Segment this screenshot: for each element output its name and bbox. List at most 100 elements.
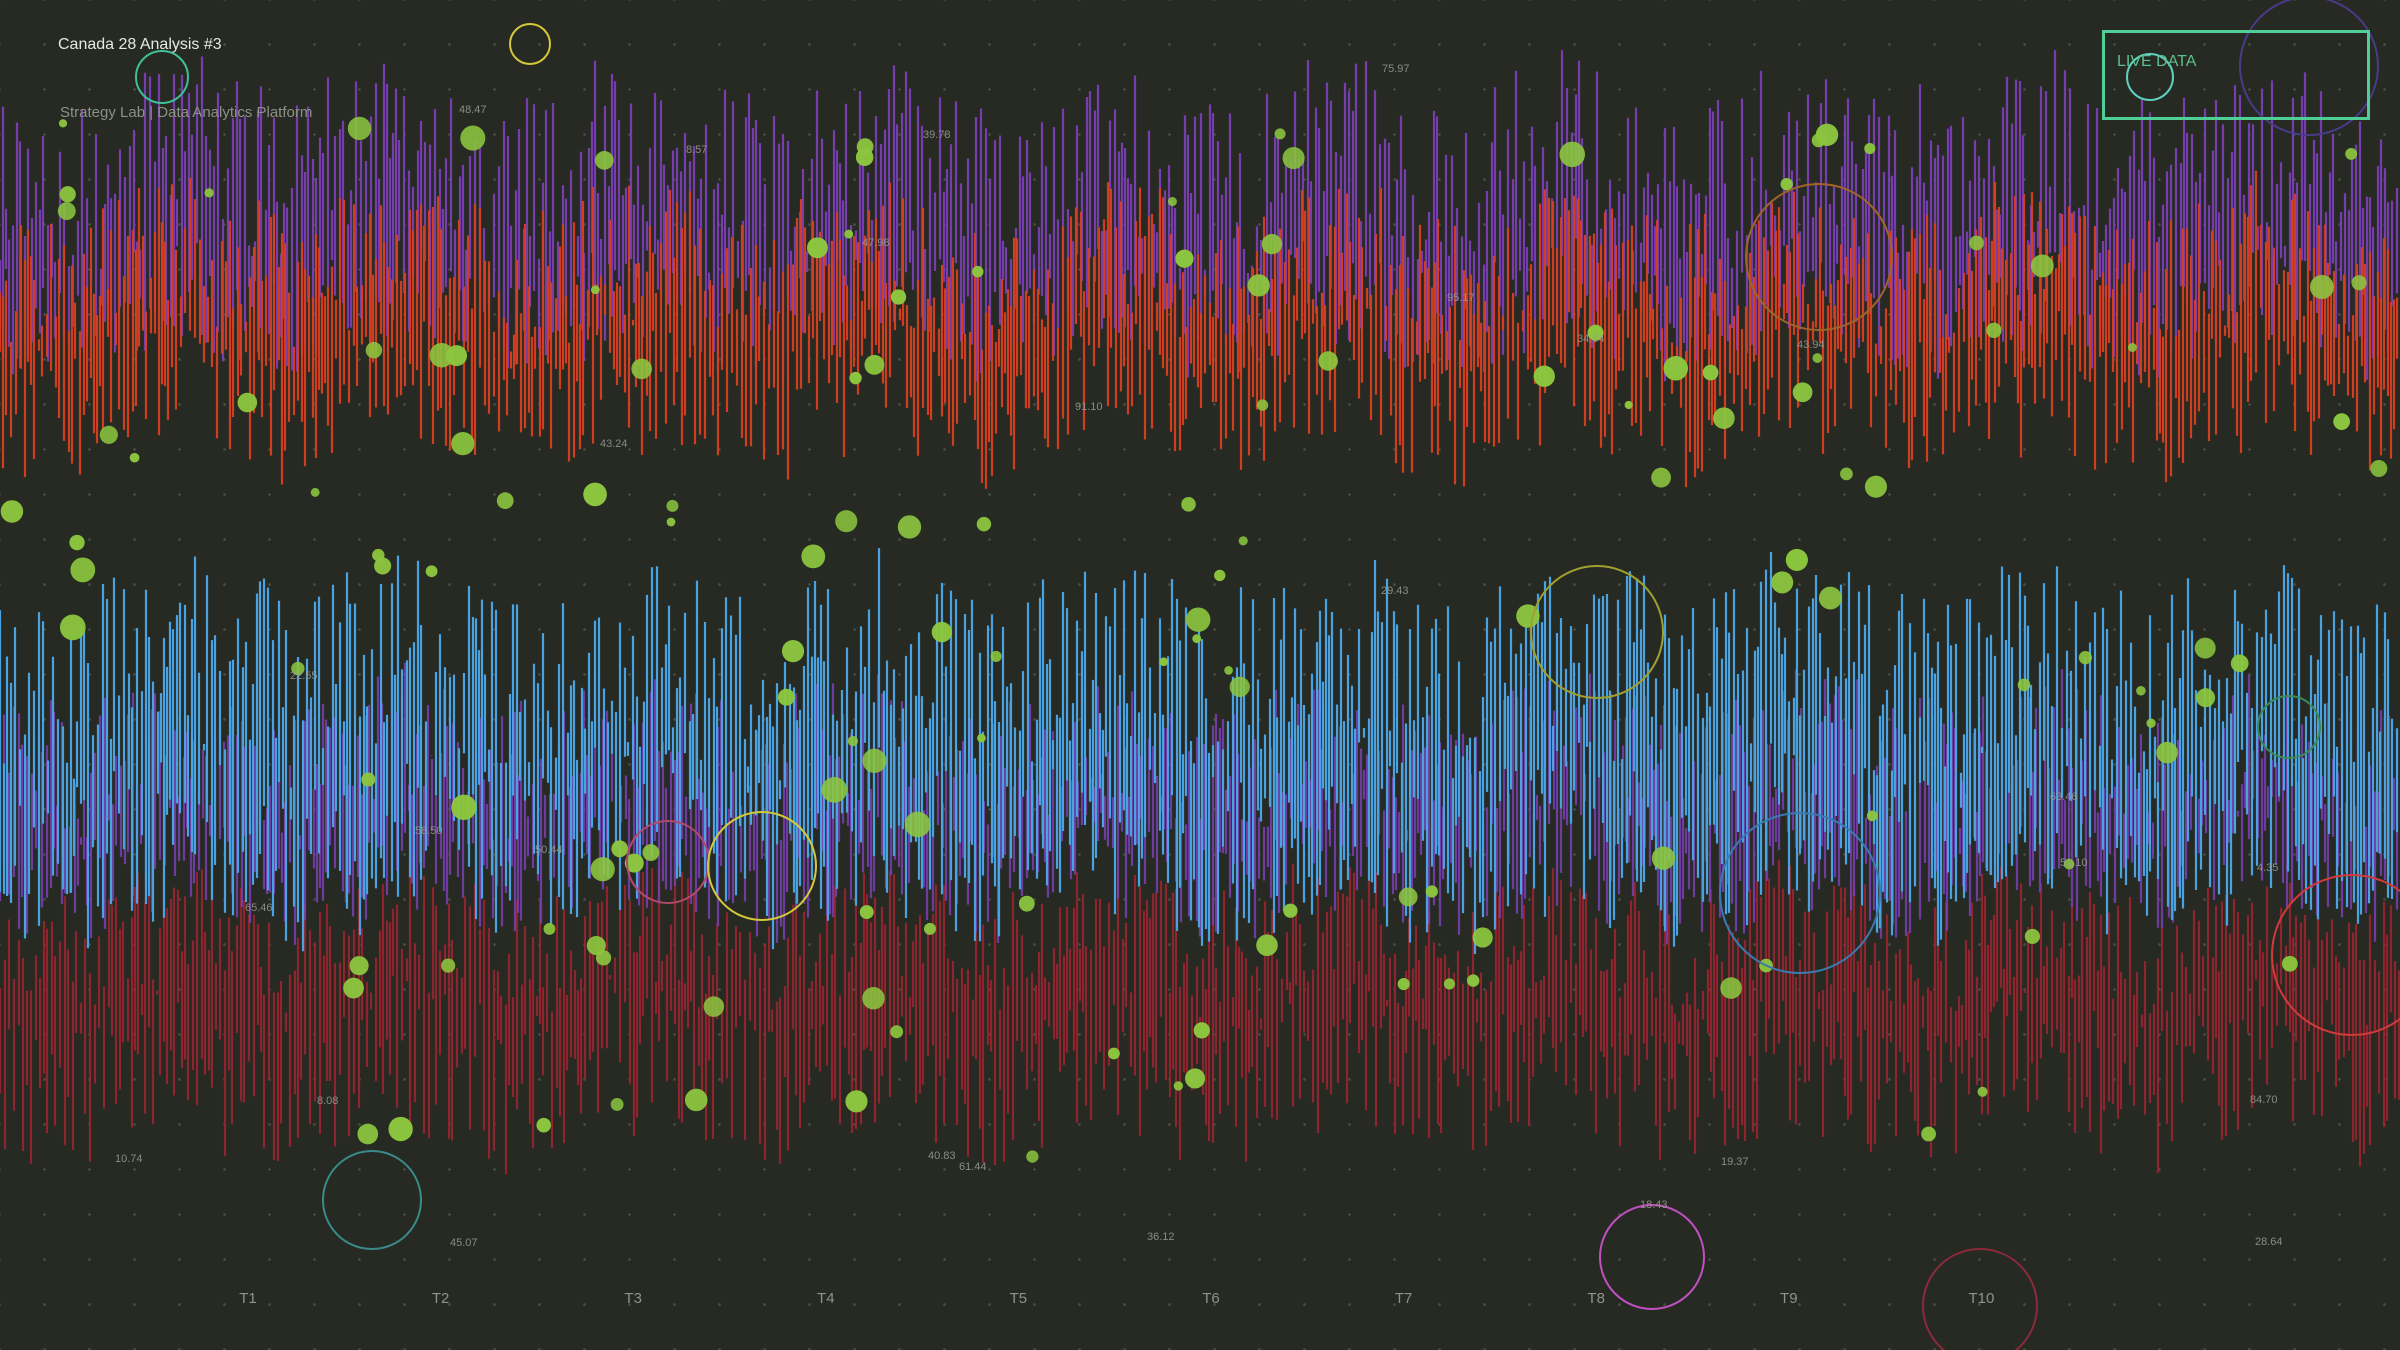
data-point-bubble (2370, 459, 2388, 477)
data-point-bubble (1840, 467, 1853, 481)
annotation-label: 48.47 (459, 104, 487, 116)
data-point-bubble (1720, 977, 1742, 999)
data-point-bubble (904, 811, 931, 838)
data-point-bubble (666, 499, 679, 512)
highlight-ring (2239, 0, 2379, 136)
data-point-bubble (429, 342, 454, 368)
highlight-ring (2271, 874, 2400, 1036)
page-title: Canada 28 Analysis #3 (58, 36, 222, 53)
data-point-bubble (976, 516, 992, 532)
data-point-bubble (59, 614, 86, 641)
live-data-label: LIVE DATA (2117, 53, 2197, 70)
data-point-bubble (1425, 885, 1438, 898)
data-point-bubble (1969, 235, 1984, 251)
annotation-label: 8.08 (317, 1095, 339, 1107)
data-point-bubble (1247, 274, 1270, 297)
data-point-bubble (496, 492, 514, 510)
data-point-bubble (611, 840, 629, 858)
data-point-bubble (388, 1116, 413, 1142)
data-point-bubble (1026, 1150, 1039, 1163)
annotation-label: 19.37 (1721, 1156, 1749, 1168)
data-point-bubble (1812, 353, 1823, 363)
data-point-bubble (1702, 364, 1719, 381)
highlight-ring (135, 50, 189, 104)
highlight-ring (1530, 565, 1664, 699)
data-point-bubble (859, 905, 874, 920)
data-point-bubble (1466, 974, 1480, 987)
data-point-bubble (1818, 586, 1842, 610)
x-tick-label: T4 (817, 1290, 835, 1307)
data-point-bubble (2127, 343, 2137, 352)
data-point-bubble (2156, 741, 2178, 764)
annotation-label: 43.24 (600, 438, 628, 450)
data-point-bubble (58, 119, 68, 128)
annotation-label: 58.50 (415, 825, 443, 837)
data-point-bubble (2309, 274, 2334, 299)
data-point-bubble (821, 777, 848, 803)
data-point-bubble (1811, 133, 1826, 148)
annotation-label: 34.64 (1577, 333, 1605, 345)
data-point-bubble (1397, 977, 1410, 991)
data-point-bubble (99, 425, 118, 444)
data-point-bubble (666, 517, 676, 527)
data-point-bubble (1192, 634, 1202, 644)
data-point-bubble (1771, 571, 1794, 594)
data-point-bubble (610, 1097, 624, 1111)
data-point-bubble (631, 358, 652, 380)
annotation-label: 45.07 (450, 1237, 478, 1249)
data-point-bubble (1864, 475, 1888, 498)
data-point-bubble (590, 285, 600, 295)
data-point-bubble (1651, 846, 1676, 870)
x-tick-label: T2 (431, 1290, 450, 1307)
data-point-bubble (2017, 678, 2031, 692)
highlight-ring (1599, 1204, 1705, 1310)
annotation-label: 29.43 (1381, 585, 1409, 597)
data-point-bubble (1559, 141, 1586, 168)
data-point-bubble (1651, 467, 1671, 488)
data-point-bubble (801, 544, 826, 569)
data-point-bubble (237, 392, 258, 413)
data-point-bubble (2333, 413, 2350, 430)
x-tick-label: T10 (1968, 1290, 1995, 1307)
data-point-bubble (460, 125, 486, 151)
data-point-bubble (451, 794, 477, 820)
data-point-bubble (931, 621, 953, 643)
highlight-ring (2257, 695, 2321, 759)
data-point-bubble (624, 853, 644, 873)
data-point-bubble (2194, 637, 2216, 659)
data-point-bubble (0, 500, 24, 523)
data-point-bubble (777, 688, 795, 706)
data-point-bubble (2345, 147, 2358, 160)
annotation-label: 40.83 (928, 1150, 956, 1162)
data-point-bubble (1318, 351, 1338, 371)
data-point-bubble (1443, 978, 1456, 990)
data-point-bubble (59, 186, 76, 203)
highlight-ring (707, 811, 817, 921)
data-point-bubble (1663, 356, 1689, 381)
data-point-bubble (1977, 1086, 1988, 1097)
data-point-bubble (129, 452, 140, 463)
data-point-bubble (349, 956, 369, 976)
data-point-bubble (1186, 607, 1211, 632)
data-point-bubble (2078, 651, 2092, 665)
data-point-bubble (1624, 400, 1633, 410)
data-point-bubble (1193, 1022, 1210, 1039)
data-point-bubble (2196, 688, 2216, 708)
data-point-bubble (844, 229, 854, 239)
data-point-bubble (343, 977, 364, 999)
data-point-bubble (1986, 322, 2002, 339)
data-point-bubble (1214, 569, 1226, 582)
data-point-bubble (849, 371, 862, 385)
data-point-bubble (291, 661, 305, 676)
data-point-bubble (703, 996, 725, 1017)
data-point-bubble (977, 733, 986, 743)
data-point-bubble (536, 1117, 552, 1133)
data-point-bubble (862, 748, 887, 773)
annotation-label: 75.97 (1382, 63, 1410, 75)
x-tick-label: T1 (239, 1290, 257, 1307)
data-point-bubble (2146, 718, 2156, 728)
data-point-bubble (781, 640, 805, 663)
data-point-bubble (1159, 657, 1168, 667)
data-point-bubble (204, 188, 214, 198)
